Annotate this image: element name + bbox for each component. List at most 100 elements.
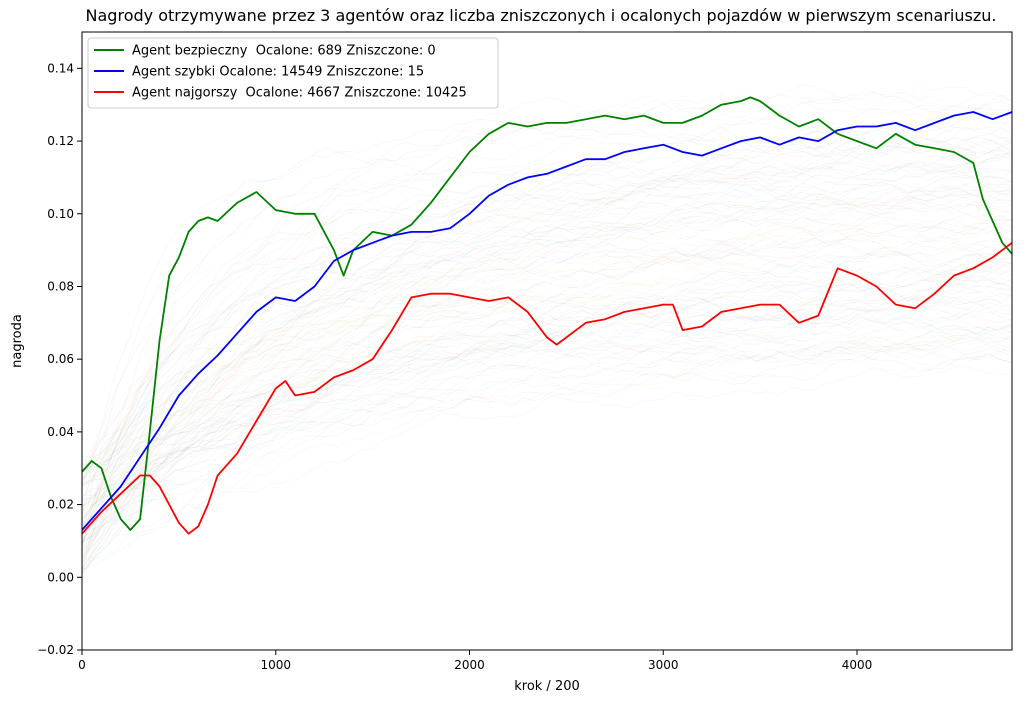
background-run-line [82, 261, 1012, 507]
background-run-line [82, 91, 1012, 486]
background-run-line [82, 339, 1012, 485]
background-run-line [82, 275, 1012, 480]
background-run-line [82, 145, 1012, 535]
background-run-line [82, 140, 1012, 536]
background-run-line [82, 275, 1012, 488]
y-tick-label: 0.00 [47, 570, 74, 584]
background-run-line [82, 261, 1012, 522]
background-run-line [82, 301, 1012, 511]
background-run-line [82, 268, 1012, 482]
background-run-line [82, 273, 1012, 512]
background-run-line [82, 141, 1012, 570]
background-run-line [82, 332, 1012, 565]
background-run-line [82, 198, 1012, 580]
background-run-line [82, 190, 1012, 476]
background-run-line [82, 274, 1012, 502]
background-run-line [82, 229, 1012, 481]
series-line-2 [82, 111, 1012, 531]
background-run-line [82, 204, 1012, 541]
background-run-line [82, 129, 1012, 574]
legend-label: Agent szybki Ocalone: 14549 Zniszczone: … [132, 65, 424, 80]
background-run-line [82, 225, 1012, 478]
background-run-line [82, 186, 1012, 559]
background-run-line [82, 265, 1012, 491]
background-run-line [82, 160, 1012, 564]
background-run-line [82, 175, 1012, 472]
plot-frame [81, 31, 1013, 651]
background-run-line [82, 334, 1012, 552]
background-run-line [82, 126, 1012, 507]
background-run-line [82, 151, 1012, 568]
background-run-line [82, 285, 1012, 570]
background-run-line [82, 338, 1012, 520]
y-tick-label: 0.14 [47, 61, 74, 75]
background-run-line [82, 260, 1012, 560]
background-run-line [82, 256, 1012, 559]
background-run-line [82, 227, 1012, 565]
background-run-line [82, 298, 1012, 534]
background-run-line [82, 267, 1012, 557]
y-tick-label: −0.02 [37, 643, 74, 657]
background-run-line [82, 231, 1012, 548]
background-run-line [82, 111, 1012, 480]
x-tick-label: 3000 [648, 658, 679, 672]
background-run-line [82, 346, 1012, 497]
background-run-line [82, 137, 1012, 510]
background-run-line [82, 189, 1012, 469]
background-run-line [82, 238, 1012, 475]
background-run-line [82, 324, 1012, 571]
background-run-line [82, 286, 1012, 506]
background-run-line [82, 333, 1012, 564]
background-run-line [82, 315, 1012, 536]
background-run-line [82, 152, 1012, 560]
x-axis: 0 1000 2000 3000 4000 [78, 650, 872, 672]
background-run-line [82, 316, 1012, 474]
series-line-3 [82, 242, 1012, 535]
background-run-line [82, 101, 1012, 545]
y-tick-label: 0.12 [47, 134, 74, 148]
x-axis-label: krok / 200 [514, 679, 580, 694]
background-run-line [82, 175, 1012, 544]
background-run-line [82, 230, 1012, 543]
background-run-line [82, 164, 1012, 475]
legend-box [87, 37, 499, 109]
background-run-line [82, 194, 1012, 483]
background-run-line [82, 159, 1012, 546]
background-run-line [82, 285, 1012, 538]
background-run-line [82, 324, 1012, 518]
background-run-line [82, 355, 1012, 512]
background-run-line [82, 240, 1012, 530]
background-run-line [82, 91, 1012, 479]
background-run-line [82, 86, 1012, 570]
background-run-line [82, 179, 1012, 502]
background-run-line [82, 164, 1012, 560]
background-runs [82, 84, 1012, 580]
background-run-line [82, 343, 1012, 524]
background-run-line [82, 249, 1012, 549]
background-run-line [82, 302, 1012, 473]
background-run-line [82, 293, 1012, 527]
background-run-line [82, 192, 1012, 548]
background-run-line [82, 309, 1012, 543]
background-run-line [82, 224, 1012, 511]
background-run-line [82, 118, 1012, 518]
y-tick-label: 0.06 [47, 352, 74, 366]
background-run-line [82, 182, 1012, 521]
background-run-line [82, 247, 1012, 478]
background-run-line [82, 254, 1012, 576]
y-axis-label: nagroda [10, 314, 25, 368]
background-run-line [82, 353, 1012, 496]
x-tick-label: 1000 [260, 658, 291, 672]
series-layer [82, 96, 1012, 535]
background-run-line [82, 269, 1012, 488]
background-run-line [82, 159, 1012, 510]
x-tick-label: 2000 [454, 658, 485, 672]
background-run-line [82, 182, 1012, 544]
background-run-line [82, 181, 1012, 520]
background-run-line [82, 140, 1012, 519]
x-tick-label: 0 [78, 658, 86, 672]
x-tick-label: 4000 [842, 658, 873, 672]
series-line-1 [82, 96, 1012, 531]
legend-label: Agent najgorszy Ocalone: 4667 Zniszczone… [132, 86, 467, 101]
y-tick-label: 0.08 [47, 279, 74, 293]
